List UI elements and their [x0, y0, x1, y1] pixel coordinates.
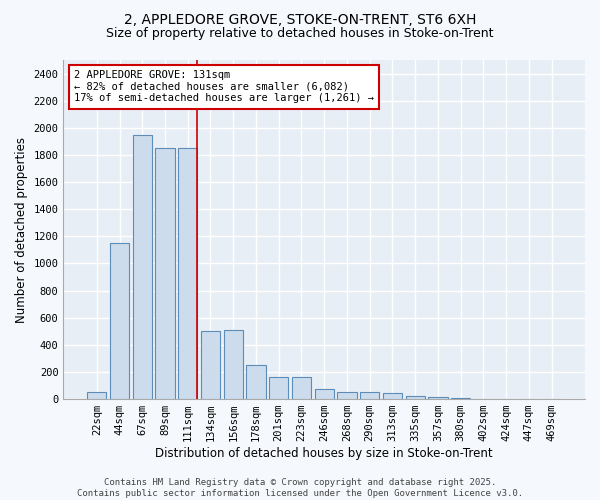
Text: Contains HM Land Registry data © Crown copyright and database right 2025.
Contai: Contains HM Land Registry data © Crown c…	[77, 478, 523, 498]
Bar	[383, 393, 402, 399]
Bar	[474, 398, 493, 399]
Bar	[247, 365, 266, 399]
Text: Size of property relative to detached houses in Stoke-on-Trent: Size of property relative to detached ho…	[106, 28, 494, 40]
Bar	[314, 389, 334, 399]
Bar	[406, 396, 425, 399]
Bar	[155, 148, 175, 399]
Bar	[428, 397, 448, 399]
Bar	[87, 392, 106, 399]
Bar	[292, 378, 311, 399]
Bar	[133, 134, 152, 399]
Bar	[178, 148, 197, 399]
Bar	[110, 243, 129, 399]
Bar	[201, 332, 220, 399]
Bar	[337, 392, 356, 399]
Bar	[224, 330, 243, 399]
Y-axis label: Number of detached properties: Number of detached properties	[15, 136, 28, 322]
Bar	[269, 378, 289, 399]
Text: 2 APPLEDORE GROVE: 131sqm
← 82% of detached houses are smaller (6,082)
17% of se: 2 APPLEDORE GROVE: 131sqm ← 82% of detac…	[74, 70, 374, 103]
Bar	[451, 398, 470, 399]
X-axis label: Distribution of detached houses by size in Stoke-on-Trent: Distribution of detached houses by size …	[155, 447, 493, 460]
Text: 2, APPLEDORE GROVE, STOKE-ON-TRENT, ST6 6XH: 2, APPLEDORE GROVE, STOKE-ON-TRENT, ST6 …	[124, 12, 476, 26]
Bar	[360, 392, 379, 399]
